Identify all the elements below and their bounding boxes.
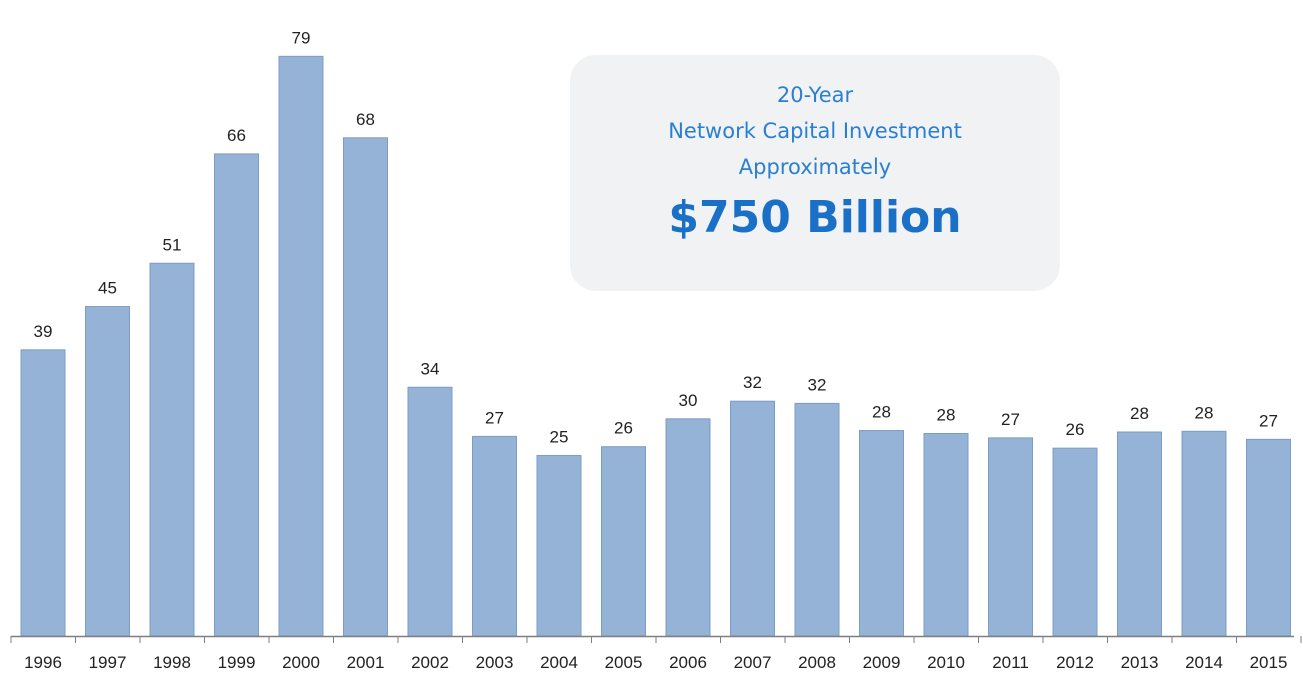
tick-label-1996: 1996 [24,653,62,672]
bar-2012 [1052,447,1098,637]
tick-label-2007: 2007 [734,653,772,672]
value-label-2012: 26 [1066,420,1085,439]
bar-2010 [923,432,969,637]
value-label-2005: 26 [614,419,633,438]
x-tick-labels-group: 1996 1997 1998 1999 2000 2001 2002 2003 2004 2005… [24,653,1287,672]
bar-2005 [601,446,646,637]
tick-label-2005: 2005 [605,653,643,672]
bar-2004 [536,454,582,637]
callout-line-subject: Network Capital Investment [668,119,962,143]
value-label-2006: 30 [679,391,698,410]
tick-label-2004: 2004 [540,653,578,672]
x-axis [10,635,1302,643]
value-label-2010: 28 [937,405,956,424]
bars-group [20,55,1291,637]
tick-label-2015: 2015 [1250,653,1288,672]
value-label-1998: 51 [163,235,182,254]
value-label-1999: 66 [227,126,246,145]
bar-2002 [407,386,453,637]
tick-label-2014: 2014 [1185,653,1223,672]
value-label-2003: 27 [485,408,504,427]
bar-1997 [85,306,130,637]
bar-2003 [472,435,517,637]
tick-label-2000: 2000 [282,653,320,672]
callout-amount: $750 Billion [668,192,962,243]
tick-label-1999: 1999 [218,653,256,672]
bar-2008 [794,402,840,637]
value-label-2008: 32 [808,375,827,394]
bar-2001 [343,137,388,637]
value-label-2007: 32 [743,373,762,392]
tick-label-1998: 1998 [153,653,191,672]
tick-label-2001: 2001 [347,653,385,672]
value-label-2000: 79 [292,28,311,47]
tick-label-2011: 2011 [992,653,1029,672]
bar-2006 [665,418,711,637]
value-label-2002: 34 [421,359,440,378]
bar-2000 [278,55,324,637]
value-label-2015: 27 [1259,411,1278,430]
bar-1999 [214,153,259,637]
bar-2014 [1181,430,1227,637]
value-label-2004: 25 [550,427,569,446]
tick-label-2012: 2012 [1056,653,1094,672]
tick-label-2008: 2008 [798,653,836,672]
tick-label-2013: 2013 [1121,653,1159,672]
bar-1998 [149,262,195,637]
bar-2007 [730,400,775,637]
value-label-2011: 27 [1001,410,1020,429]
value-label-1996: 39 [34,322,53,341]
bar-2013 [1117,431,1162,637]
bar-1996 [20,349,66,637]
value-label-2001: 68 [356,110,375,129]
tick-label-2003: 2003 [476,653,514,672]
tick-label-2010: 2010 [927,653,965,672]
tick-label-2009: 2009 [863,653,901,672]
bar-2009 [859,430,904,637]
bar-2011 [988,437,1033,637]
value-labels-group: 39 45 51 66 79 68 34 27 25 26 30 32 32 28 28 27 26 28 28 27 [34,28,1278,446]
tick-label-2002: 2002 [411,653,449,672]
tick-label-2006: 2006 [669,653,707,672]
bar-2015 [1246,438,1291,637]
investment-callout-box: 20-Year Network Capital Investment Appro… [570,55,1060,291]
tick-label-1997: 1997 [89,653,127,672]
value-label-2013: 28 [1130,404,1149,423]
callout-line-approx: Approximately [738,155,892,179]
value-label-1997: 45 [98,279,117,298]
value-label-2009: 28 [872,403,891,422]
value-label-2014: 28 [1195,403,1214,422]
callout-line-period: 20-Year [776,83,854,107]
